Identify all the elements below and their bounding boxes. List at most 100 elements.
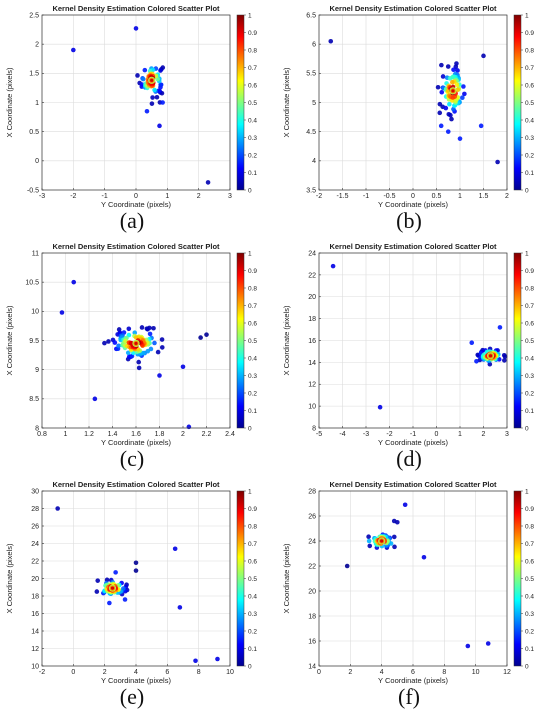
density-core: [132, 339, 140, 348]
y-tick-label: 22: [308, 563, 316, 570]
y-tick-label: 8: [35, 425, 39, 432]
colorbar: 0 0.1 0.2 0.3 0.4 0.5 0.6 0.7 0.8 0.9 1: [236, 12, 257, 194]
colorbar-tick-label: 0.8: [248, 285, 257, 292]
x-tick-label: 0.8: [37, 431, 47, 438]
colorbar-tick-label: 0.1: [525, 646, 534, 653]
y-tick-label: 10: [31, 309, 39, 316]
y-tick-label: 28: [308, 488, 316, 495]
colorbar-tick-label: 0.4: [525, 355, 534, 362]
data-point: [144, 108, 150, 114]
data-point: [145, 327, 150, 332]
colorbar-tick-label: 0.3: [248, 135, 257, 142]
colorbar-tick-label: 0.8: [525, 285, 534, 292]
colorbar-tick-label: 0.7: [525, 65, 534, 72]
y-axis-label: X Coordinate (pixels): [5, 67, 14, 138]
data-point: [457, 136, 463, 141]
x-tick-label: 0: [435, 431, 439, 438]
y-tick-label: 5.5: [306, 71, 316, 78]
data-point: [330, 263, 336, 269]
y-tick-label: 10.5: [25, 280, 39, 287]
y-tick-label: 14: [31, 628, 39, 635]
colorbar-gradient: [513, 490, 522, 667]
x-tick-label: 1: [458, 193, 462, 200]
data-point: [377, 404, 383, 410]
data-point: [450, 74, 456, 80]
x-axis-label: Y Coordinate (pixels): [101, 438, 171, 447]
data-point: [136, 365, 142, 371]
density-core: [486, 352, 495, 360]
y-tick-label: 2.5: [29, 12, 39, 19]
y-tick-label: 26: [31, 523, 39, 530]
data-point: [177, 605, 183, 610]
data-point: [152, 87, 157, 93]
data-point: [446, 111, 452, 117]
colorbar-tick-label: 0.6: [525, 320, 534, 327]
data-point: [445, 64, 451, 69]
colorbar-tick-label: 0.4: [248, 117, 257, 124]
data-point: [149, 101, 155, 106]
colorbar: 0 0.1 0.2 0.3 0.4 0.5 0.6 0.7 0.8 0.9 1: [236, 250, 257, 432]
y-tick-label: 18: [308, 316, 316, 323]
y-tick-label: 9.5: [29, 338, 39, 345]
data-point: [92, 396, 98, 402]
colorbar-tick-label: 0.9: [248, 30, 257, 37]
chart-title: Kernel Density Estimation Colored Scatte…: [52, 242, 220, 251]
plot-frame: [41, 14, 231, 191]
data-point: [152, 340, 157, 346]
data-point: [159, 345, 165, 350]
y-tick-label: 0: [35, 158, 39, 165]
colorbar-tick-label: 1: [248, 12, 252, 19]
data-point: [132, 330, 138, 336]
data-point: [328, 38, 334, 44]
data-point: [147, 331, 153, 337]
data-point: [465, 643, 471, 649]
scatter-panel-b: -2 -1.5 -1 -0.5 0 0.5 1 1.5 2 3.5 4 4.5 5 5.5 6 6.5 Kern…: [282, 4, 534, 233]
density-core: [108, 584, 117, 592]
colorbar-tick-label: 0: [248, 663, 252, 670]
y-tick-label: 22: [308, 272, 316, 279]
colorbar-tick-label: 0.9: [525, 268, 534, 275]
data-point: [158, 82, 163, 88]
y-tick-label: 1: [35, 100, 39, 107]
data-point: [55, 506, 60, 511]
data-point: [495, 159, 500, 165]
x-tick-label: -3: [39, 193, 45, 200]
data-point: [437, 110, 443, 116]
colorbar-tick-label: 0.6: [248, 320, 257, 327]
colorbar-tick-label: 0.8: [525, 523, 534, 530]
data-point: [157, 373, 162, 378]
data-point: [392, 544, 397, 550]
y-axis-label: X Coordinate (pixels): [5, 305, 14, 376]
colorbar-tick-label: 0.7: [525, 541, 534, 548]
x-tick-label: 2.2: [202, 431, 212, 438]
x-tick-label: -1.5: [336, 193, 348, 200]
data-point: [148, 346, 154, 352]
y-tick-label: 8: [312, 425, 316, 432]
y-tick-label: 10: [31, 663, 39, 670]
x-tick-label: 2: [482, 431, 486, 438]
x-tick-label: 6: [165, 669, 169, 676]
data-point: [133, 26, 139, 31]
x-tick-label: 4: [380, 669, 384, 676]
y-tick-label: 4.5: [306, 129, 316, 136]
colorbar-tick-label: 0.9: [525, 30, 534, 37]
colorbar-tick-label: 0.3: [248, 611, 257, 618]
data-point: [440, 74, 446, 79]
data-point: [474, 358, 479, 364]
data-point: [71, 279, 77, 285]
x-tick-label: 1.8: [155, 431, 165, 438]
chart-title: Kernel Density Estimation Colored Scatte…: [52, 480, 220, 489]
data-point: [439, 89, 445, 95]
colorbar-tick-label: 0.1: [248, 170, 257, 177]
panel-label: (b): [396, 208, 422, 233]
x-tick-label: 10: [226, 669, 234, 676]
x-tick-label: 1: [458, 431, 462, 438]
y-axis-label: X Coordinate (pixels): [282, 543, 291, 614]
x-tick-label: 1: [64, 431, 68, 438]
colorbar-tick-label: 0: [525, 425, 529, 432]
x-tick-label: 2: [505, 193, 509, 200]
y-tick-label: 16: [308, 638, 316, 645]
plot-frame: [318, 14, 508, 191]
y-tick-label: 5: [312, 100, 316, 107]
